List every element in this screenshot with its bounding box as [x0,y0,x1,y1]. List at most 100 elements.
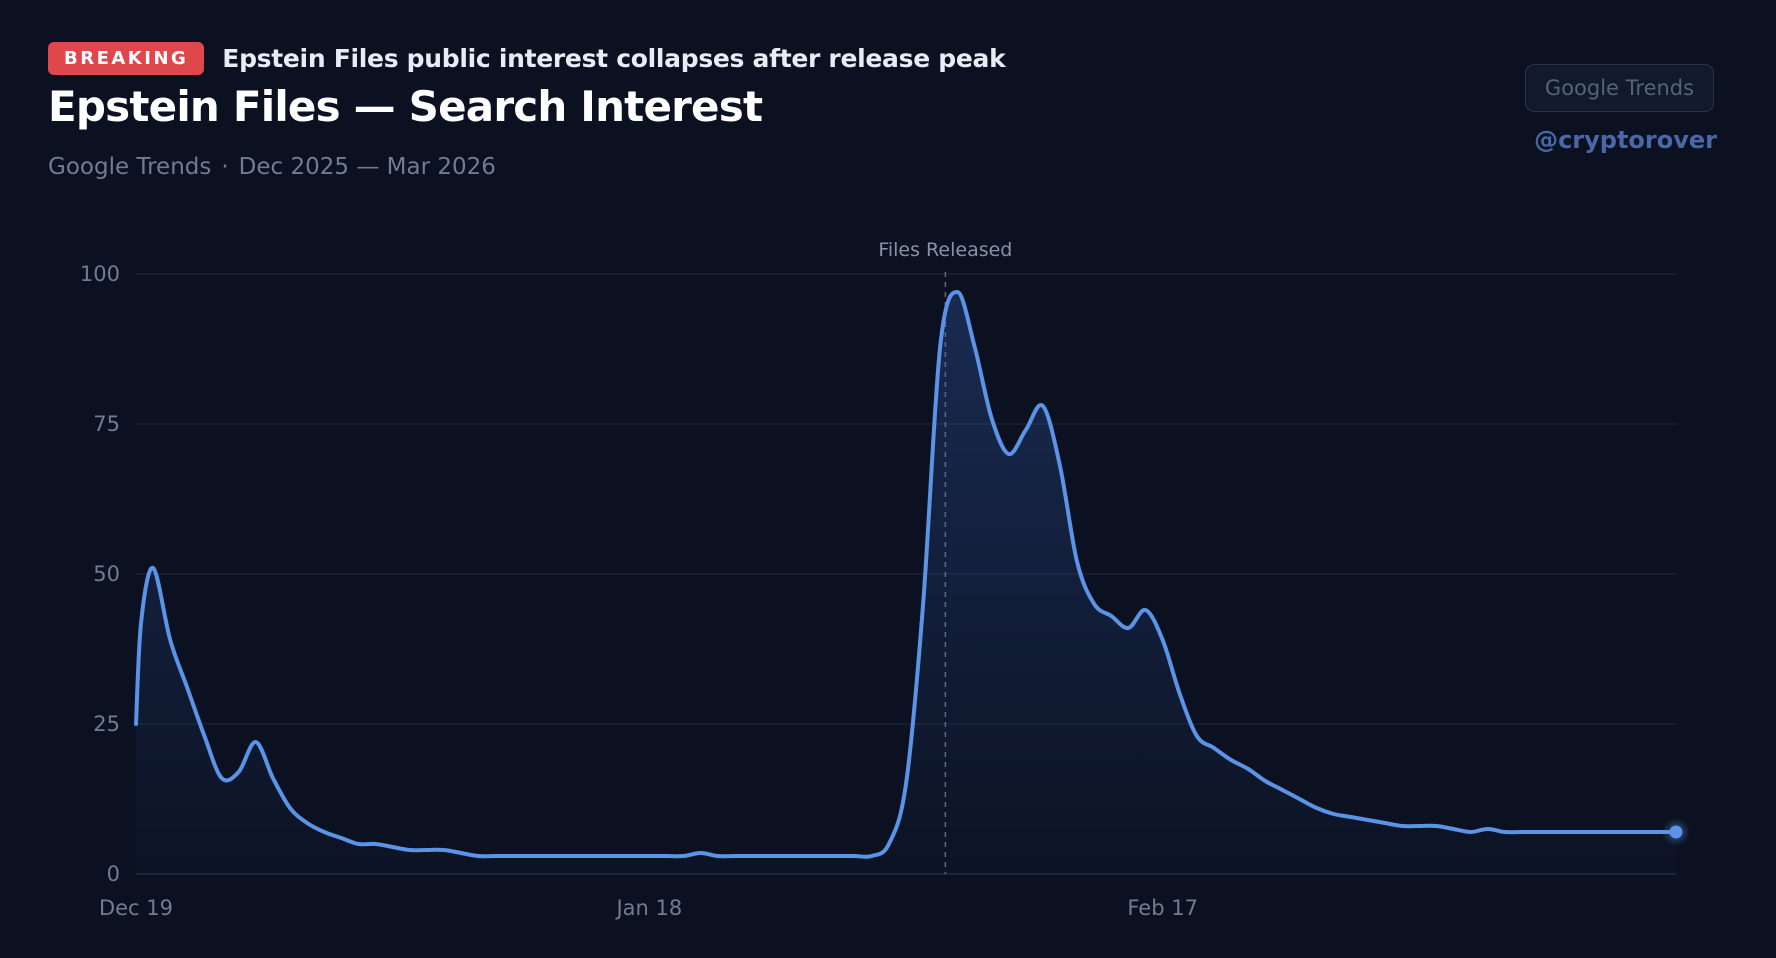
data-point [853,854,857,858]
data-point [818,854,822,858]
data-point [1126,626,1130,630]
x-tick-label: Jan 18 [614,896,682,920]
data-point [1571,830,1575,834]
series-area [136,292,1676,874]
series-line [134,290,1678,859]
data-point [972,344,976,348]
data-point [1657,830,1661,834]
chart-title: Epstein Files — Search Interest [48,82,763,131]
data-point [887,842,891,846]
data-point [1058,464,1062,468]
data-point [1606,830,1610,834]
data-point [1383,821,1387,825]
data-point [630,854,634,858]
data-point [356,842,360,846]
data-point [647,854,651,858]
data-point [476,854,480,858]
data-point [699,851,703,855]
data-point [1486,827,1490,831]
data-point [374,842,378,846]
data-point [545,854,549,858]
chart-subtitle: Google Trends · Dec 2025 — Mar 2026 [48,154,496,180]
data-point [801,854,805,858]
y-tick-label: 50 [93,562,120,586]
data-point [1640,830,1644,834]
data-point [271,776,275,780]
y-tick-label: 100 [80,262,120,286]
data-point [1332,812,1336,816]
data-point [870,854,874,858]
data-point [921,602,925,606]
data-point [510,854,514,858]
data-point [151,566,155,570]
data-point [305,821,309,825]
files-released-label: Files Released [878,239,1012,261]
data-point [185,686,189,690]
subtitle-date-range: Dec 2025 — Mar 2026 [238,154,496,180]
y-tick-label: 75 [93,412,120,436]
data-point [1469,830,1473,834]
data-point [339,836,343,840]
data-point [904,782,908,786]
data-point [1161,638,1165,642]
data-point [596,854,600,858]
data-point [237,770,241,774]
data-point [716,854,720,858]
end-point-dot [1669,825,1683,839]
data-point [442,848,446,852]
data-point [1366,818,1370,822]
data-point [408,848,412,852]
data-point [1520,830,1524,834]
author-handle[interactable]: @cryptorover [1534,126,1717,154]
data-point [1263,779,1267,783]
data-point [1315,806,1319,810]
data-point [139,620,143,624]
data-point [1195,734,1199,738]
breaking-badge: BREAKING [48,42,205,75]
x-tick-label: Feb 17 [1127,896,1198,920]
data-point [1229,758,1233,762]
data-point [528,854,532,858]
data-point [1024,428,1028,432]
data-point [1178,692,1182,696]
data-point [1554,830,1558,834]
data-point [938,344,942,348]
data-point [202,734,206,738]
data-point [493,854,497,858]
data-point [425,848,429,852]
axis-layer: 0 25 50 75 100 Dec 19 Jan 18 Feb 17 [80,262,1198,920]
data-point [750,854,754,858]
data-point [1144,608,1148,612]
data-point [836,854,840,858]
data-point [459,851,463,855]
data-point [613,854,617,858]
data-point [322,830,326,834]
data-point [1537,830,1541,834]
data-point [168,638,172,642]
data-point [1007,452,1011,456]
data-point [1503,830,1507,834]
data-point [1246,767,1250,771]
y-tick-label: 0 [107,862,120,886]
data-point [664,854,668,858]
data-point [955,290,959,294]
data-point [134,722,138,726]
headline-text: Epstein Files public interest collapses … [222,44,1006,73]
data-point [682,854,686,858]
data-point [391,845,395,849]
data-point [1041,404,1045,408]
data-point [1298,797,1302,801]
data-point [1400,824,1404,828]
subtitle-separator: · [221,154,229,180]
data-point [562,854,566,858]
data-point [1434,824,1438,828]
series-layer [134,290,1690,874]
data-point [1452,827,1456,831]
data-point [733,854,737,858]
source-button[interactable]: Google Trends [1525,64,1714,112]
data-point [254,740,258,744]
data-point [767,854,771,858]
x-tick-label: Dec 19 [99,896,173,920]
